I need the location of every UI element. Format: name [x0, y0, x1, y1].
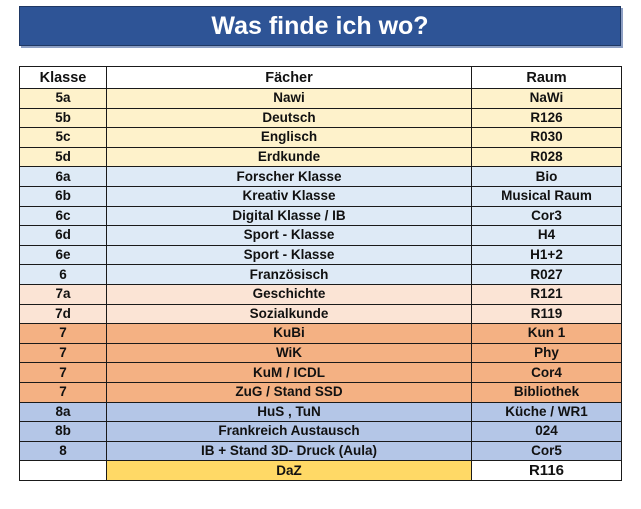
klasse-cell	[19, 460, 107, 481]
table-row: 6c Digital Klasse / IB Cor3	[19, 205, 622, 227]
raum-cell: Kun 1	[471, 323, 622, 344]
raum-cell: Bibliothek	[471, 381, 622, 403]
klasse-cell: 7	[19, 362, 107, 383]
raum-cell: R126	[471, 107, 622, 129]
klasse-cell: 8a	[19, 401, 107, 423]
header-klasse: Klasse	[19, 66, 107, 89]
faecher-cell: Forscher Klasse	[106, 166, 472, 187]
faecher-cell: Sozialkunde	[106, 303, 472, 325]
faecher-cell: Geschichte	[106, 283, 472, 305]
faecher-cell: HuS , TuN	[106, 401, 472, 423]
faecher-cell: Digital Klasse / IB	[106, 205, 472, 227]
table-row: 5d Erdkunde R028	[19, 146, 622, 168]
raum-cell: Phy	[471, 342, 622, 364]
raum-cell: Cor5	[471, 440, 622, 462]
raum-cell: R028	[471, 146, 622, 168]
table-row-daz: DaZ R116	[19, 460, 622, 481]
table-row: 8a HuS , TuN Küche / WR1	[19, 401, 622, 423]
faecher-cell: Deutsch	[106, 107, 472, 129]
faecher-cell: Englisch	[106, 127, 472, 148]
klasse-cell: 7	[19, 342, 107, 364]
faecher-cell: IB + Stand 3D- Druck (Aula)	[106, 440, 472, 462]
table-row: 6e Sport - Klasse H1+2	[19, 244, 622, 266]
faecher-cell: Erdkunde	[106, 146, 472, 168]
table-row: 8b Frankreich Austausch 024	[19, 421, 622, 442]
raum-cell: Cor4	[471, 362, 622, 383]
klasse-cell: 5c	[19, 127, 107, 148]
header-row: Klasse Fächer Raum	[19, 66, 622, 89]
table-row: 7 ZuG / Stand SSD Bibliothek	[19, 381, 622, 403]
raum-cell: R027	[471, 264, 622, 285]
klasse-cell: 6c	[19, 205, 107, 227]
raum-cell: R116	[471, 460, 622, 481]
table-row: 8 IB + Stand 3D- Druck (Aula) Cor5	[19, 440, 622, 462]
raum-cell: H1+2	[471, 244, 622, 266]
table-row: 6d Sport - Klasse H4	[19, 225, 622, 246]
faecher-cell: DaZ	[106, 460, 472, 481]
table-row: 7 WiK Phy	[19, 342, 622, 364]
raum-cell: R119	[471, 303, 622, 325]
raum-cell: 024	[471, 421, 622, 442]
page-title: Was finde ich wo?	[19, 6, 621, 46]
table-row: 6a Forscher Klasse Bio	[19, 166, 622, 187]
faecher-cell: Französisch	[106, 264, 472, 285]
klasse-cell: 8	[19, 440, 107, 462]
klasse-cell: 5a	[19, 88, 107, 109]
klasse-cell: 5b	[19, 107, 107, 129]
table-row: 5a Nawi NaWi	[19, 88, 622, 109]
faecher-cell: Kreativ Klasse	[106, 185, 472, 207]
faecher-cell: KuBi	[106, 323, 472, 344]
raum-cell: H4	[471, 225, 622, 246]
header-raum: Raum	[471, 66, 622, 89]
raum-cell: Musical Raum	[471, 185, 622, 207]
table-row: 7d Sozialkunde R119	[19, 303, 622, 325]
faecher-cell: ZuG / Stand SSD	[106, 381, 472, 403]
raum-cell: R030	[471, 127, 622, 148]
table-row: 6b Kreativ Klasse Musical Raum	[19, 185, 622, 207]
faecher-cell: KuM / ICDL	[106, 362, 472, 383]
table-row: 7 KuM / ICDL Cor4	[19, 362, 622, 383]
raum-cell: Küche / WR1	[471, 401, 622, 423]
klasse-cell: 6b	[19, 185, 107, 207]
klasse-cell: 6	[19, 264, 107, 285]
faecher-cell: Sport - Klasse	[106, 244, 472, 266]
klasse-cell: 6a	[19, 166, 107, 187]
klasse-cell: 8b	[19, 421, 107, 442]
faecher-cell: Frankreich Austausch	[106, 421, 472, 442]
klasse-cell: 7	[19, 323, 107, 344]
raum-cell: Cor3	[471, 205, 622, 227]
table-row: 7 KuBi Kun 1	[19, 323, 622, 344]
faecher-cell: Nawi	[106, 88, 472, 109]
faecher-cell: WiK	[106, 342, 472, 364]
klasse-cell: 6e	[19, 244, 107, 266]
klasse-cell: 7	[19, 381, 107, 403]
raum-cell: R121	[471, 283, 622, 305]
raum-cell: NaWi	[471, 88, 622, 109]
klasse-cell: 5d	[19, 146, 107, 168]
klasse-cell: 6d	[19, 225, 107, 246]
faecher-cell: Sport - Klasse	[106, 225, 472, 246]
room-table: Klasse Fächer Raum 5a Nawi NaWi 5b Deutsch R1…	[19, 66, 622, 481]
header-faecher: Fächer	[106, 66, 472, 89]
table-row: 7a Geschichte R121	[19, 283, 622, 305]
table-row: 5b Deutsch R126	[19, 107, 622, 129]
table-row: 6 Französisch R027	[19, 264, 622, 285]
klasse-cell: 7a	[19, 283, 107, 305]
klasse-cell: 7d	[19, 303, 107, 325]
raum-cell: Bio	[471, 166, 622, 187]
table-row: 5c Englisch R030	[19, 127, 622, 148]
